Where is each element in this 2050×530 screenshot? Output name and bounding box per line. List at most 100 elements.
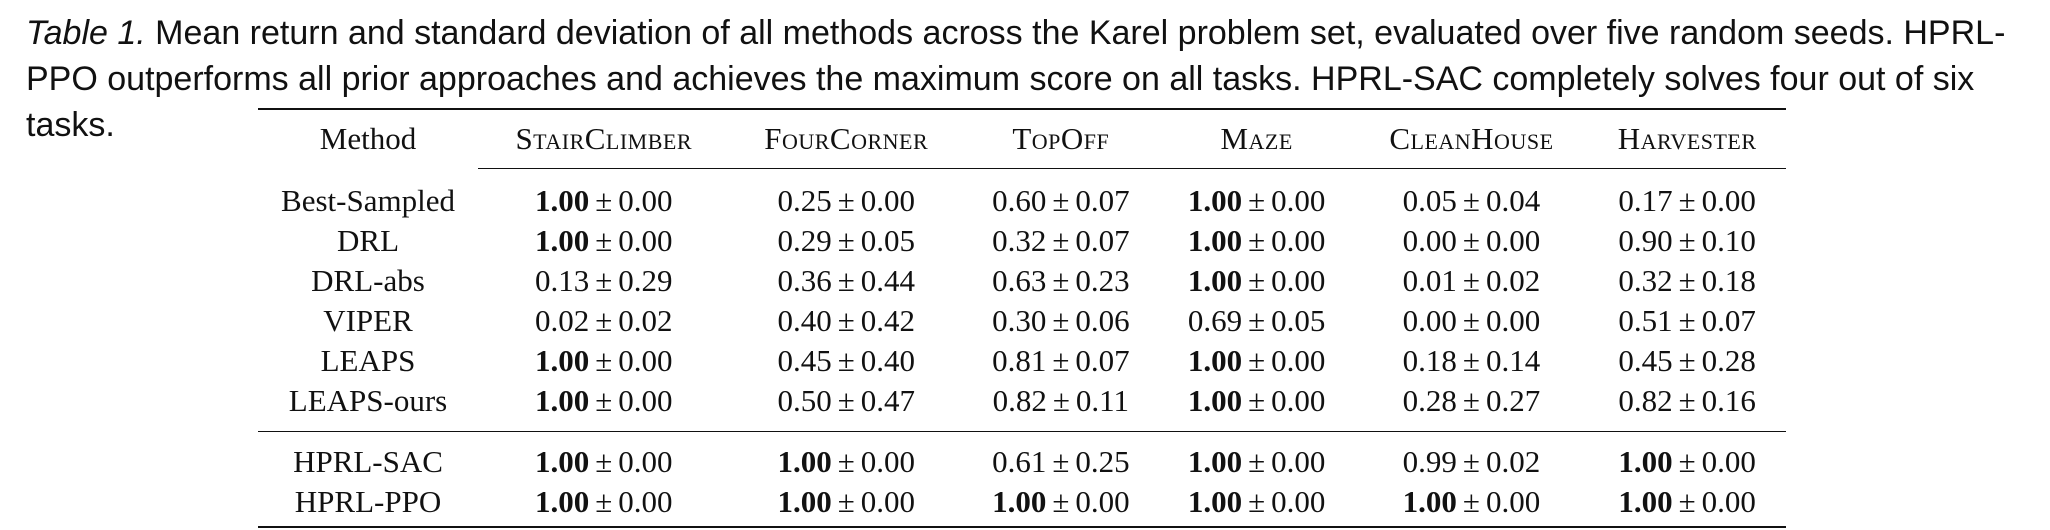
mean-value: 0.32 [1618, 263, 1673, 298]
mean-value: 1.00 [534, 343, 590, 378]
std-value: 0.44 [860, 263, 915, 298]
score-cell: 1.00 ±0.00 [963, 482, 1159, 527]
score-cell: 0.00 ±0.00 [1355, 221, 1589, 261]
score-cell: 1.00 ±0.00 [478, 482, 729, 527]
plus-minus-sign: ± [1052, 223, 1070, 258]
std-value: 0.00 [1271, 263, 1326, 298]
mean-value: 1.00 [1187, 263, 1243, 298]
plus-minus-sign: ± [595, 383, 613, 418]
plus-minus-sign: ± [1462, 223, 1480, 258]
std-value: 0.00 [860, 444, 915, 479]
score-cell: 1.00 ±0.00 [1159, 432, 1355, 483]
mean-value: 1.00 [1187, 183, 1243, 218]
method-cell: LEAPS-ours [288, 383, 448, 418]
mean-value: 0.45 [1618, 343, 1673, 378]
plus-minus-sign: ± [1678, 183, 1696, 218]
score-cell: 0.69 ±0.05 [1159, 301, 1355, 341]
task-header-cleanhouse: CleanHouse [1354, 109, 1589, 169]
plus-minus-sign: ± [837, 383, 855, 418]
plus-minus-sign: ± [1248, 444, 1266, 479]
std-value: 0.00 [860, 484, 915, 519]
method-cell: DRL-abs [311, 263, 425, 298]
std-value: 0.28 [1701, 343, 1756, 378]
plus-minus-sign: ± [1052, 183, 1070, 218]
score-cell: 0.00 ±0.00 [1355, 301, 1589, 341]
plus-minus-sign: ± [1462, 263, 1480, 298]
score-cell: 1.00 ±0.00 [478, 341, 729, 381]
mean-value: 0.01 [1402, 263, 1457, 298]
std-value: 0.29 [618, 263, 673, 298]
plus-minus-sign: ± [1248, 183, 1266, 218]
std-value: 0.05 [1271, 303, 1326, 338]
score-cell: 1.00 ±0.00 [478, 221, 729, 261]
std-value: 0.06 [1075, 303, 1130, 338]
method-header: Method [319, 121, 417, 157]
plus-minus-sign: ± [1678, 444, 1696, 479]
plus-minus-sign: ± [837, 444, 855, 479]
mean-value: 1.00 [1618, 484, 1673, 519]
method-cell: HPRL-SAC [293, 444, 443, 479]
score-cell: 0.28 ±0.27 [1355, 381, 1589, 432]
score-cell: 0.82 ±0.11 [963, 381, 1159, 432]
score-cell: 0.99 ±0.02 [1355, 432, 1589, 483]
mean-value: 1.00 [534, 484, 590, 519]
std-value: 0.00 [1701, 484, 1756, 519]
plus-minus-sign: ± [1248, 343, 1266, 378]
score-cell: 1.00 ±0.00 [478, 169, 729, 222]
std-value: 0.00 [1485, 484, 1541, 519]
mean-value: 0.69 [1187, 303, 1243, 338]
plus-minus-sign: ± [1678, 343, 1696, 378]
results-table: Method StairClimber FourCorner TopOff Ma… [258, 108, 1786, 528]
mean-value: 0.28 [1402, 383, 1457, 418]
score-cell: 0.29 ±0.05 [729, 221, 962, 261]
score-cell: 0.13 ±0.29 [478, 261, 729, 301]
std-value: 0.02 [618, 303, 673, 338]
std-value: 0.00 [1271, 444, 1326, 479]
score-cell: 1.00 ±0.00 [1159, 341, 1355, 381]
mean-value: 0.61 [992, 444, 1047, 479]
table-row: HPRL-PPO 1.00 ±0.00 1.00 ±0.00 1.00 ±0.00 1.00 ±… [258, 482, 1786, 527]
std-value: 0.07 [1075, 183, 1130, 218]
score-cell: 0.01 ±0.02 [1355, 261, 1589, 301]
plus-minus-sign: ± [595, 444, 613, 479]
mean-value: 0.02 [534, 303, 590, 338]
task-header-maze: Maze [1158, 109, 1355, 169]
mean-value: 0.40 [777, 303, 832, 338]
std-value: 0.00 [1701, 183, 1756, 218]
mean-value: 1.00 [1618, 444, 1673, 479]
std-value: 0.18 [1701, 263, 1756, 298]
std-value: 0.00 [618, 444, 673, 479]
score-cell: 1.00 ±0.00 [1159, 221, 1355, 261]
mean-value: 1.00 [534, 444, 590, 479]
plus-minus-sign: ± [837, 263, 855, 298]
score-cell: 0.25 ±0.00 [729, 169, 962, 222]
std-value: 0.42 [860, 303, 915, 338]
score-cell: 1.00 ±0.00 [1159, 169, 1355, 222]
score-cell: 0.36 ±0.44 [729, 261, 962, 301]
score-cell: 0.51 ±0.07 [1588, 301, 1786, 341]
std-value: 0.07 [1075, 343, 1130, 378]
plus-minus-sign: ± [595, 484, 613, 519]
mean-value: 0.45 [777, 343, 832, 378]
std-value: 0.00 [618, 383, 673, 418]
caption-text: Mean return and standard deviation of al… [26, 14, 2006, 144]
std-value: 0.02 [1485, 263, 1541, 298]
score-cell: 0.63 ±0.23 [963, 261, 1159, 301]
header-row: Method StairClimber FourCorner TopOff Ma… [258, 109, 1786, 169]
mean-value: 0.90 [1618, 223, 1673, 258]
table-row: HPRL-SAC 1.00 ±0.00 1.00 ±0.00 0.61 ±0.25 1.00 ±… [258, 432, 1786, 483]
plus-minus-sign: ± [595, 303, 613, 338]
plus-minus-sign: ± [1462, 484, 1480, 519]
std-value: 0.00 [1271, 183, 1326, 218]
std-value: 0.00 [618, 484, 673, 519]
table-row: VIPER 0.02 ±0.02 0.40 ±0.42 0.30 ±0.06 0.69 ±0.0… [258, 301, 1786, 341]
table-row: LEAPS 1.00 ±0.00 0.45 ±0.40 0.81 ±0.07 1.00 ±0.0… [258, 341, 1786, 381]
plus-minus-sign: ± [1678, 223, 1696, 258]
std-value: 0.00 [618, 223, 673, 258]
mean-value: 0.63 [992, 263, 1047, 298]
caption-label: Table 1. [26, 14, 146, 52]
plus-minus-sign: ± [1052, 343, 1070, 378]
score-cell: 1.00 ±0.00 [729, 482, 962, 527]
plus-minus-sign: ± [595, 263, 613, 298]
mean-value: 1.00 [1187, 343, 1243, 378]
